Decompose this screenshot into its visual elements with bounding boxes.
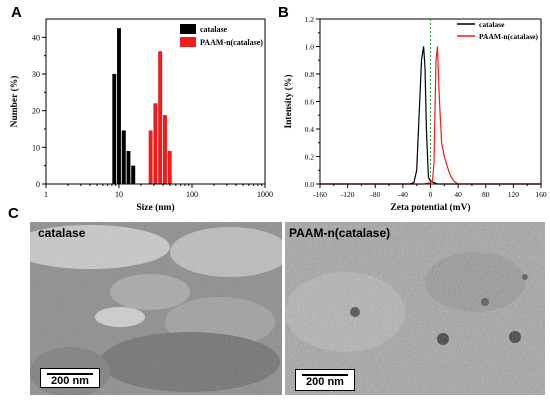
zeta-potential-chart: -160 -120 -80 -40 0 40 80 120 160 0.0 0.2 0.4 0.6 0.8…: [283, 15, 547, 213]
y-tick-label: 0.8: [305, 70, 315, 79]
y-tick-label: 0.2: [305, 153, 315, 162]
y-axis-label: Intensity (%): [283, 74, 294, 128]
y-tick-label: 0: [36, 180, 40, 189]
panel-label-a: A: [11, 4, 22, 21]
scale-bar-catalase: 200 nm: [40, 368, 100, 388]
histogram-bar: [131, 165, 136, 184]
size-distribution-chart: 1 10 100 1000 0 10 20 30 40 Size (nm) Number (%) ca…: [9, 18, 273, 213]
y-axis-label: Number (%): [9, 76, 20, 128]
plot-frame: [45, 18, 266, 185]
histogram-bar: [148, 130, 153, 184]
legend-label: catalase: [479, 20, 505, 29]
y-tick-label: 20: [32, 107, 40, 116]
x-tick-label: 0: [429, 190, 433, 199]
legend-label: catalase: [200, 25, 228, 34]
scale-bar-line: [302, 374, 348, 376]
histogram-bar: [117, 28, 121, 184]
y-tick-label: 30: [32, 70, 40, 79]
y-tick-label: 1.2: [305, 15, 315, 24]
histogram-bar: [153, 103, 158, 184]
panel-label-b: B: [278, 4, 289, 21]
scale-bar-line: [47, 373, 93, 375]
y-tick-label: 10: [32, 143, 40, 152]
tem-image-paam-catalase: PAAM-n(catalase) 200 nm: [285, 222, 545, 395]
x-tick-label: -120: [341, 190, 355, 199]
y-tick-label: 1.0: [305, 43, 315, 52]
series-line: [320, 46, 541, 185]
x-tick-label: -40: [398, 190, 408, 199]
tem-label-catalase: catalase: [38, 226, 86, 240]
y-tick-label: 40: [32, 33, 40, 42]
x-tick-label: 1: [44, 190, 48, 199]
legend-swatch: [180, 37, 196, 47]
scale-bar-label: 200 nm: [51, 375, 89, 387]
y-tick-label: 0.0: [305, 180, 315, 189]
histogram-bar: [121, 130, 126, 184]
legend-label: PAAM-n(catalase): [200, 38, 263, 47]
x-tick-label: 80: [482, 190, 490, 199]
tem-label-paam: PAAM-n(catalase): [289, 226, 391, 240]
tem-texture-paam: [285, 222, 545, 395]
x-tick-label: 10: [115, 190, 123, 199]
scale-bar-paam: 200 nm: [295, 369, 355, 391]
legend-label: PAAM-n(catalase): [479, 32, 539, 41]
x-axis-label: Size (nm): [136, 202, 174, 213]
histogram-bar: [167, 151, 172, 184]
histogram-bar: [158, 51, 163, 185]
x-tick-label: 1000: [257, 190, 273, 199]
legend-swatch: [180, 24, 196, 34]
x-tick-label: 100: [186, 190, 198, 199]
x-tick-label: 160: [535, 190, 547, 199]
scale-bar-label: 200 nm: [306, 376, 344, 388]
x-tick-label: 40: [454, 190, 462, 199]
x-axis-label: Zeta potential (mV): [390, 202, 470, 213]
series-line: [320, 46, 541, 185]
y-tick-label: 0.4: [305, 125, 315, 134]
histogram-bar: [112, 74, 117, 184]
x-tick-label: -80: [370, 190, 380, 199]
x-tick-label: 120: [508, 190, 520, 199]
tem-texture-catalase: [30, 222, 282, 395]
x-tick-label: -160: [313, 190, 327, 199]
tem-image-catalase: catalase 200 nm: [30, 222, 282, 395]
panel-label-c: C: [8, 205, 19, 222]
histogram-bar: [126, 151, 131, 184]
histogram-bar: [162, 115, 167, 184]
y-tick-label: 0.6: [305, 98, 315, 107]
